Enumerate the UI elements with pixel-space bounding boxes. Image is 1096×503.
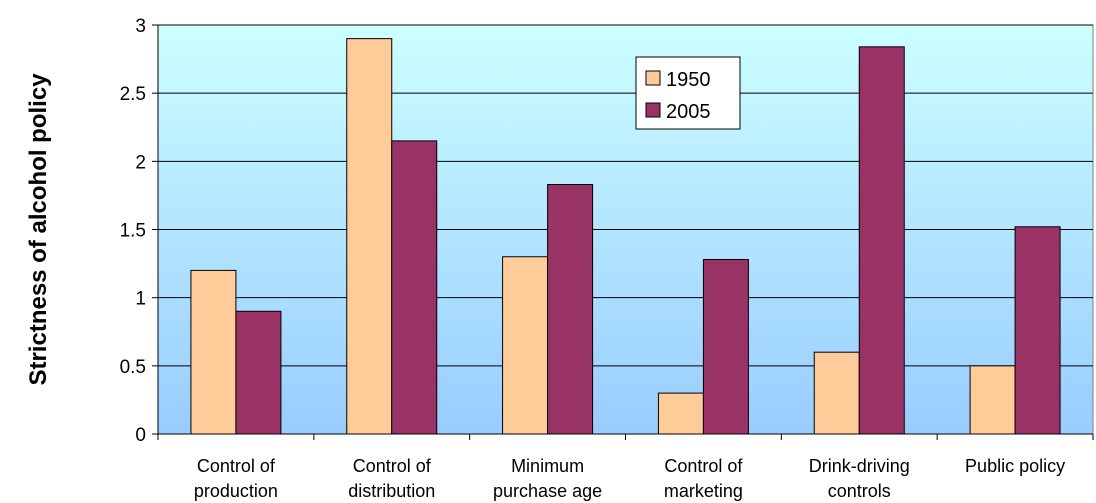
bar-2005 [391,140,438,435]
legend: 1950 2005 [635,56,741,130]
x-category-label: Control of distribution [348,456,435,501]
bar-1950 [813,351,860,435]
x-category-label: Drink-driving controls [809,456,910,501]
y-axis-label: Strictness of alcohol policy [25,73,52,386]
gridlines [158,24,1093,367]
x-category-label: Control of marketing [664,456,744,501]
bar-1950 [190,269,237,435]
y-tick-label: 0.5 [120,357,146,378]
y-tick-label: 2.5 [120,84,146,105]
bar-2005 [858,46,905,435]
y-tick-label: 3 [135,16,146,37]
y-tick-label: 1.5 [120,221,146,242]
axes [152,24,1094,440]
bar-1950 [346,38,393,435]
bar-2005 [1014,226,1061,435]
x-category-label: Control of production [194,456,278,501]
y-tick-label: 0 [135,425,146,446]
bar-2005 [702,258,749,435]
x-category-label: Minimum purchase age [493,456,602,501]
bar-1950 [969,365,1016,435]
y-tick-label: 1 [135,289,146,310]
legend-label: 2005 [666,101,711,123]
x-category-label: Public policy [965,456,1065,476]
bar-1950 [657,392,704,435]
legend-swatch-1950 [645,70,661,86]
bar-1950 [502,256,549,435]
y-tick-label: 2 [135,152,146,173]
bars [190,38,1061,435]
x-category-labels: Control of production Control of distributi… [194,456,1065,501]
legend-swatch-2005 [645,102,661,118]
y-tick-labels: 0 0.5 1 1.5 2 2.5 3 [120,16,146,446]
bar-2005 [235,310,282,435]
bar-2005 [547,184,594,435]
legend-label: 1950 [666,69,711,91]
